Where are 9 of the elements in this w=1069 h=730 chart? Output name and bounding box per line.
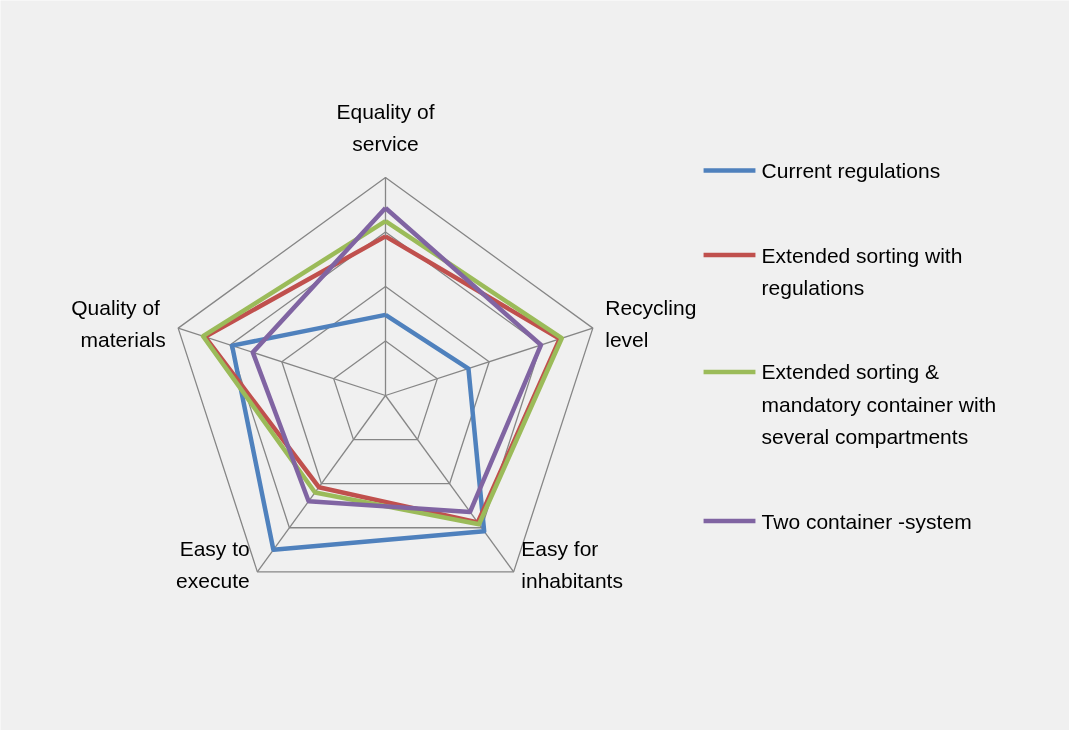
spoke-label: Easy for inhabitants xyxy=(521,536,623,593)
legend-label: Two container -system xyxy=(761,509,972,533)
legend-label: Extended sorting with regulations xyxy=(761,243,963,299)
spoke-label: Recycling level xyxy=(605,295,697,352)
legend-label: Extended sorting & mandatory container with several compartments xyxy=(761,360,997,448)
spoke-label: Equality of service xyxy=(336,99,435,156)
spoke-label: Easy to execute xyxy=(176,536,250,593)
spoke-label: Quality of materials xyxy=(71,295,166,352)
legend-label: Current regulations xyxy=(761,159,941,183)
